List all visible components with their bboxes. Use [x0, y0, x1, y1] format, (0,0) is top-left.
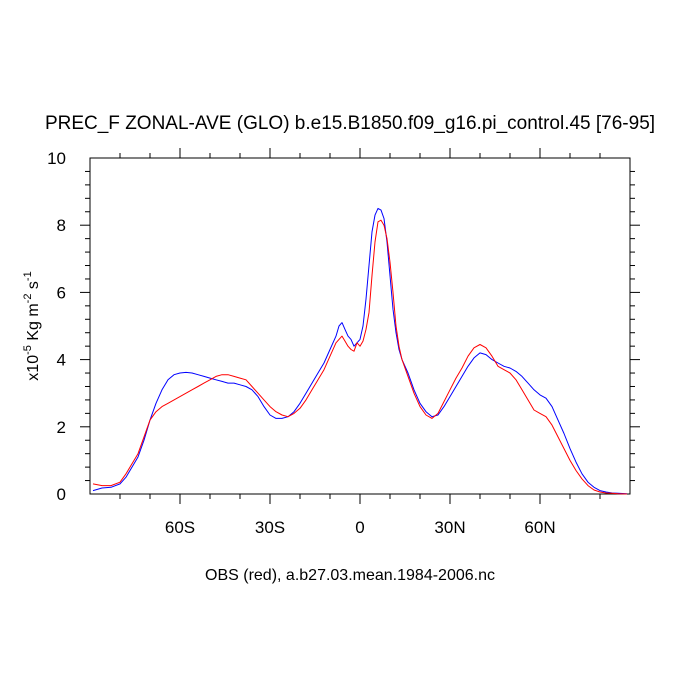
y-axis-label-exp: -5 — [22, 345, 34, 355]
y-axis-label-tail-exp: -1 — [22, 271, 34, 281]
minor-ticks — [85, 153, 635, 499]
major-ticks — [80, 148, 640, 504]
series-lines — [92, 207, 628, 495]
y-tick-label: 2 — [57, 418, 66, 437]
plot-frame — [89, 157, 631, 495]
x-axis-label: OBS (red), a.b27.03.mean.1984-2006.nc — [205, 567, 495, 584]
y-axis-label-units: Kg m — [25, 303, 42, 345]
series-line-1 — [92, 207, 628, 495]
y-axis-label-prefix: x10 — [25, 355, 42, 381]
y-axis-label-units-tail: s — [25, 281, 42, 293]
chart-title: PREC_F ZONAL-AVE (GLO) b.e15.B1850.f09_g… — [44, 113, 656, 134]
x-tick-labels: 60S 30S 0 30N 60N — [165, 518, 556, 537]
y-axis-label-units-exp: -2 — [22, 294, 34, 304]
x-tick-label: 60N — [524, 518, 555, 537]
y-tick-label: 0 — [57, 485, 66, 504]
x-tick-label: 60S — [165, 518, 195, 537]
x-tick-label: 30S — [255, 518, 285, 537]
y-tick-labels: 0 2 4 6 8 10 — [47, 149, 66, 504]
x-tick-label: 0 — [355, 518, 364, 537]
y-tick-label: 6 — [57, 283, 66, 302]
y-axis-label: x10-5 Kg m-2 s-1 — [22, 271, 42, 380]
y-tick-label: 10 — [47, 149, 66, 168]
x-tick-label: 30N — [434, 518, 465, 537]
y-tick-label: 8 — [57, 216, 66, 235]
y-tick-label: 4 — [57, 351, 66, 370]
series-line-2 — [92, 219, 628, 495]
